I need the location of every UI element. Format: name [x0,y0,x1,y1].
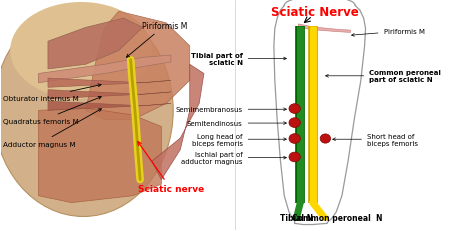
Text: Semitendinosus: Semitendinosus [187,121,286,127]
Ellipse shape [0,5,173,216]
Ellipse shape [289,134,301,144]
Polygon shape [299,25,350,33]
Polygon shape [48,19,143,70]
Text: Adductor magnus M: Adductor magnus M [3,109,101,147]
Text: Tibial part of
sciatic N: Tibial part of sciatic N [191,53,286,66]
Text: Sciatic Nerve: Sciatic Nerve [271,6,359,19]
Polygon shape [48,79,171,88]
Text: Common peroneal  N: Common peroneal N [292,213,383,222]
Polygon shape [86,12,190,120]
Polygon shape [48,102,171,111]
Text: Obturator internus M: Obturator internus M [3,85,101,101]
Text: Sciatic nerve: Sciatic nerve [138,142,204,193]
Text: Quadratus femoris M: Quadratus femoris M [3,97,101,124]
Text: Semimembranosus: Semimembranosus [175,107,286,113]
Text: Common peroneal
part of sciatic N: Common peroneal part of sciatic N [326,70,441,83]
Ellipse shape [10,3,152,99]
Polygon shape [38,56,171,83]
Text: Piriformis M: Piriformis M [127,21,188,58]
Text: Long head of
biceps femoris: Long head of biceps femoris [191,133,286,146]
Ellipse shape [320,134,330,143]
Text: Short head of
biceps femoris: Short head of biceps femoris [333,133,418,146]
Text: Ischial part of
adductor magnus: Ischial part of adductor magnus [181,152,286,164]
Polygon shape [38,109,161,203]
Polygon shape [48,90,171,99]
Text: Piriformis M: Piriformis M [352,29,425,37]
Ellipse shape [289,118,301,128]
Text: Tibial N: Tibial N [281,213,314,222]
Polygon shape [152,65,204,180]
Ellipse shape [289,152,301,162]
Ellipse shape [289,104,301,114]
